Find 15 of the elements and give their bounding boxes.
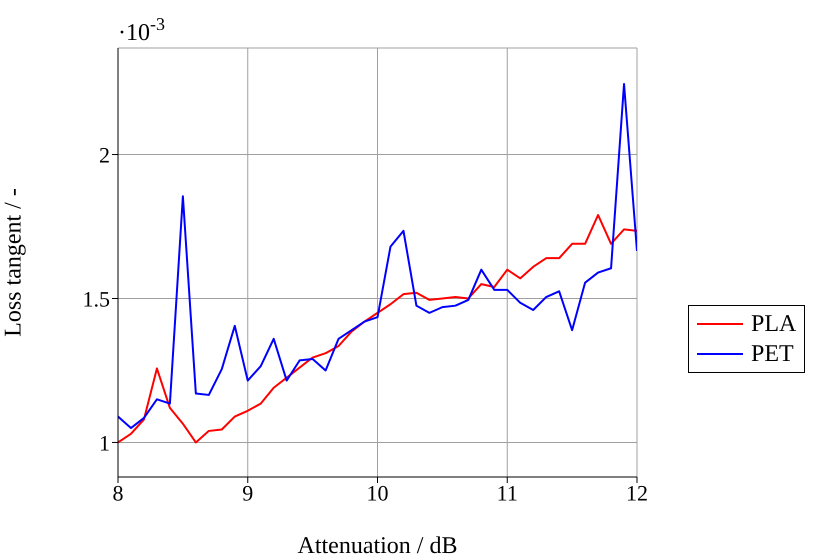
text: ·10$^{-3}$ xyxy=(118,14,165,46)
y-tick-label: 2 xyxy=(99,142,110,168)
line-series xyxy=(118,82,637,430)
x-tick-label: 8 xyxy=(112,480,124,506)
y-tick-label: 1.5 xyxy=(82,286,110,312)
x-tick-label: 11 xyxy=(496,480,518,506)
y-axis-title: Loss tangent / - xyxy=(0,188,27,337)
x-tick-label: 10 xyxy=(366,480,388,506)
x-tick-label: 9 xyxy=(242,480,254,506)
legend-label: PET xyxy=(751,340,794,369)
y-tick-label: 1 xyxy=(99,430,110,456)
line-series xyxy=(118,214,637,444)
x-axis-title: Attenuation / dB xyxy=(298,533,458,557)
legend-label: PLA xyxy=(751,310,796,339)
x-tick-label: 12 xyxy=(626,480,648,506)
